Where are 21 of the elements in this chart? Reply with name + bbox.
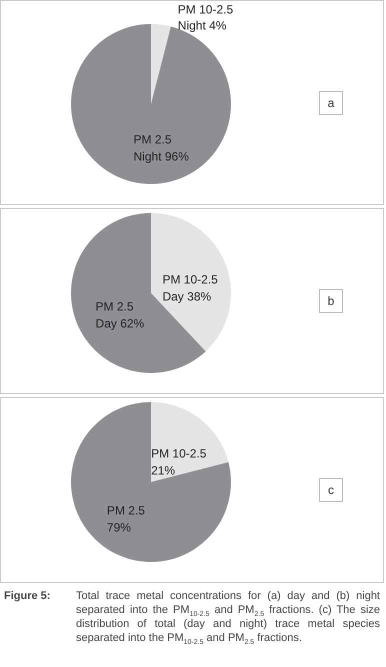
data-label: Night 4% xyxy=(178,18,227,33)
data-label: Day 38% xyxy=(162,290,212,304)
pie-slice xyxy=(151,213,231,352)
slice-label: PM 2.5 xyxy=(134,132,172,147)
data-label: 79% xyxy=(106,520,132,534)
slice-label: PM 2.5 xyxy=(106,503,146,518)
pie-slice xyxy=(151,24,171,104)
pie-slice xyxy=(71,402,231,562)
slice-label: PM 10-2.5 xyxy=(151,446,207,461)
slice-label: PM 10-2.5 xyxy=(178,2,234,17)
slice-label: PM 2.5 xyxy=(96,299,134,314)
data-label: Day 62% xyxy=(96,316,145,330)
slice-label: PM 10-2.5 xyxy=(162,272,218,287)
text: c xyxy=(319,478,343,502)
data-label: 21% xyxy=(151,464,176,478)
text: b xyxy=(319,289,343,313)
data-label: Night 96% xyxy=(134,150,190,164)
text: a xyxy=(319,90,343,114)
text: Total trace metal concentrations for (a) day and (b) night separated into the PM$_{10-2.5}$ and PM$_{2.5}$ fractions. (c) The size distribution of total (day and night) trace metal species separated into the PM$_{10-2.5}$ and PM$_{2.5}$ fractions. xyxy=(76,590,380,646)
pie-slice xyxy=(151,402,228,482)
caption: Figure 5: xyxy=(4,589,52,604)
